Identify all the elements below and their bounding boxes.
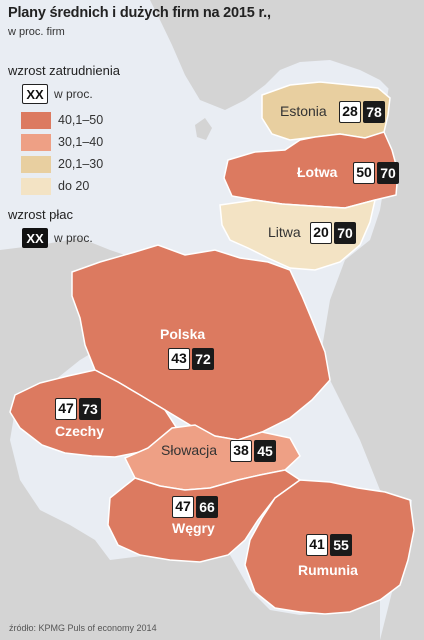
values-poland: 43 72 (168, 348, 214, 370)
legend-wage-box: XX (22, 228, 48, 248)
country-label-slovakia: Słowacja (161, 442, 218, 458)
land-balkans (110, 555, 380, 640)
land-gotland (195, 118, 212, 140)
legend-wage-heading: wzrost płac (8, 207, 74, 222)
legend-label-20-30: 20,1–30 (58, 157, 104, 171)
country-label-estonia: Estonia (280, 103, 327, 119)
country-shape-romania (244, 479, 415, 615)
wage-value-slovakia: 45 (254, 440, 276, 462)
country-label-romania: Rumunia (298, 562, 358, 578)
wage-value-estonia: 78 (363, 101, 385, 123)
employment-value-latvia: 50 (353, 162, 375, 184)
values-latvia: 50 70 (353, 162, 399, 184)
legend-label-40-50: 40,1–50 (58, 113, 104, 127)
map-subtitle: w proc. firm (8, 26, 65, 38)
employment-value-romania: 41 (306, 534, 328, 556)
country-label-czechia: Czechy (55, 423, 105, 439)
legend-employment-unit: w proc. (54, 87, 93, 101)
employment-value-czechia: 47 (55, 398, 77, 420)
values-romania: 41 55 (306, 534, 352, 556)
values-lithuania: 20 70 (310, 222, 356, 244)
legend-swatch-40-50 (21, 112, 51, 129)
values-slovakia: 38 45 (230, 440, 276, 462)
legend-employment-box: XX (22, 84, 48, 104)
legend-wage-unit: w proc. (54, 231, 93, 245)
wage-value-poland: 72 (192, 348, 214, 370)
wage-value-hungary: 66 (196, 496, 218, 518)
employment-value-poland: 43 (168, 348, 190, 370)
wage-value-latvia: 70 (377, 162, 399, 184)
employment-value-estonia: 28 (339, 101, 361, 123)
country-label-poland: Polska (160, 326, 206, 342)
land-east (320, 80, 424, 640)
legend-swatch-20-30 (21, 156, 51, 173)
legend-label-under-20: do 20 (58, 179, 90, 193)
wage-value-lithuania: 70 (334, 222, 356, 244)
legend-employment-heading: wzrost zatrudnienia (8, 63, 120, 78)
wage-value-romania: 55 (330, 534, 352, 556)
legend-swatch-under-20 (21, 178, 51, 195)
country-shape-lithuania (219, 198, 377, 271)
values-czechia: 47 73 (55, 398, 101, 420)
land-scandinavia (150, 0, 424, 110)
map-title: Plany średnich i dużych firm na 2015 r., (8, 5, 271, 21)
legend-label-30-40: 30,1–40 (58, 135, 104, 149)
country-label-latvia: Łotwa (297, 164, 338, 180)
employment-value-slovakia: 38 (230, 440, 252, 462)
country-label-hungary: Węgry (172, 520, 215, 536)
wage-value-czechia: 73 (79, 398, 101, 420)
source-note: źródło: KPMG Puls of economy 2014 (9, 623, 157, 633)
employment-value-lithuania: 20 (310, 222, 332, 244)
values-hungary: 47 66 (172, 496, 218, 518)
country-label-lithuania: Litwa (268, 224, 301, 240)
values-estonia: 28 78 (339, 101, 385, 123)
employment-value-hungary: 47 (172, 496, 194, 518)
legend-swatch-30-40 (21, 134, 51, 151)
